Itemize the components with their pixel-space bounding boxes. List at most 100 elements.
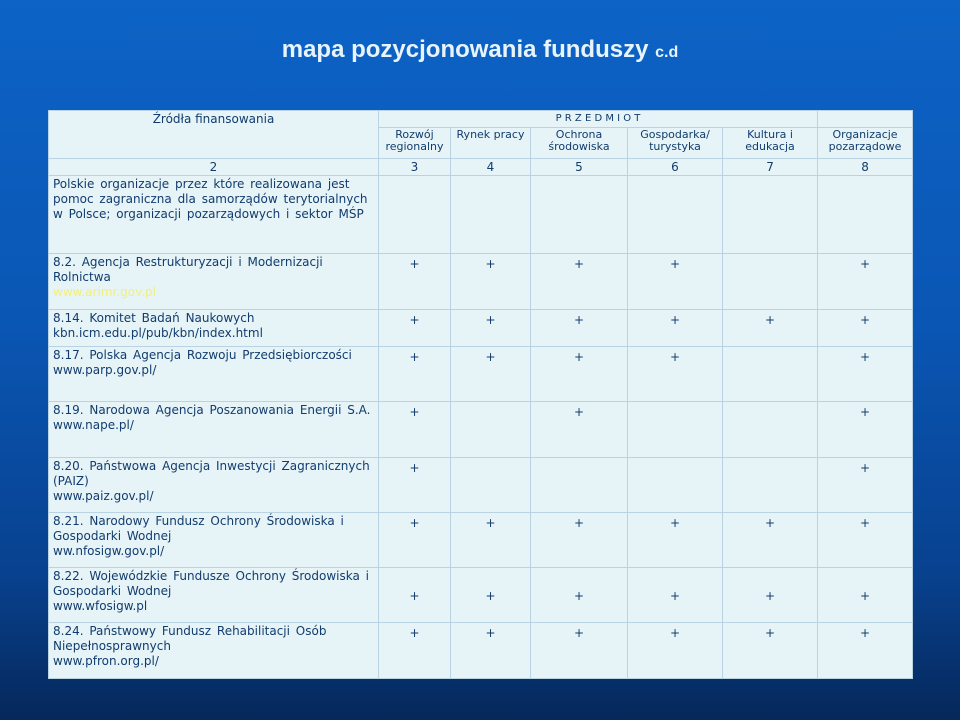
mark-cell: + [817, 253, 914, 310]
mark-cell: + [530, 309, 628, 347]
column-number: 2 [48, 158, 379, 176]
mark-cell: + [721, 309, 819, 347]
fund-cell: 8.14. Komitet Badań Naukowych kbn.icm.edu… [48, 309, 379, 347]
table-row: 8.24. Państwowy Fundusz Rehabilitacji Os… [48, 622, 914, 679]
column-header: Organizacje pozarządowe [817, 127, 914, 159]
mark-cell: + [378, 512, 451, 568]
mark-cell: + [378, 567, 451, 623]
mark-cell: + [627, 512, 723, 568]
mark-cell [721, 457, 819, 513]
mark-cell: + [817, 401, 914, 458]
mark-cell [627, 401, 723, 458]
mark-cell: + [721, 512, 819, 568]
mark-cell [450, 457, 531, 513]
mark-cell: + [378, 253, 451, 310]
mark-cell: + [721, 567, 819, 623]
mark-cell: + [627, 622, 723, 679]
mark-cell: + [721, 622, 819, 679]
fund-name: 8.19. Narodowa Agencja Poszanowania Ener… [53, 403, 371, 417]
mark-cell: + [530, 346, 628, 402]
table-row: 8.20. Państwowa Agencja Inwestycji Zagra… [48, 457, 914, 513]
table-row: 8.17. Polska Agencja Rozwoju Przedsiębio… [48, 346, 914, 402]
mark-cell [721, 253, 819, 310]
mark-cell: + [817, 309, 914, 347]
header-sources: Źródła finansowania [48, 110, 379, 159]
mark-cell: + [450, 309, 531, 347]
fund-url: ww.nfosigw.gov.pl/ [53, 544, 165, 558]
mark-cell [721, 401, 819, 458]
mark-cell [627, 457, 723, 513]
mark-cell: + [530, 567, 628, 623]
mark-cell: + [627, 253, 723, 310]
fund-cell: 8.21. Narodowy Fundusz Ochrony Środowisk… [48, 512, 379, 568]
fund-cell: 8.24. Państwowy Fundusz Rehabilitacji Os… [48, 622, 379, 679]
mark-cell: + [627, 567, 723, 623]
mark-cell [450, 401, 531, 458]
funds-table: Źródła finansowania P R Z E D M I O T Ro… [48, 110, 914, 679]
fund-name: 8.2. Agencja Restrukturyzacji i Moderniz… [53, 255, 323, 284]
mark-cell: + [450, 622, 531, 679]
column-number: 4 [450, 158, 531, 176]
intro-text: Polskie organizacje przez które realizow… [48, 175, 379, 254]
column-number: 8 [817, 158, 914, 176]
column-header: Ochrona środowiska [530, 127, 628, 159]
fund-name: 8.17. Polska Agencja Rozwoju Przedsiębio… [53, 348, 352, 362]
title-suffix: c.d [655, 44, 679, 61]
column-header: Rynek pracy [450, 127, 531, 159]
mark-cell: + [530, 622, 628, 679]
table-row: 8.14. Komitet Badań Naukowych kbn.icm.edu… [48, 309, 914, 347]
mark-cell: + [450, 253, 531, 310]
table-row: 8.22. Wojewódzkie Fundusze Ochrony Środo… [48, 567, 914, 623]
mark-cell: + [530, 253, 628, 310]
fund-cell: 8.2. Agencja Restrukturyzacji i Moderniz… [48, 253, 379, 310]
mark-cell: + [378, 622, 451, 679]
mark-cell: + [817, 512, 914, 568]
mark-cell: + [530, 401, 628, 458]
title-main: mapa pozycjonowania funduszy [281, 36, 649, 63]
header-subject: P R Z E D M I O T [377, 110, 819, 128]
mark-cell: + [378, 309, 451, 347]
column-header: Kultura i edukacja [721, 127, 819, 159]
table-row: 8.21. Narodowy Fundusz Ochrony Środowisk… [48, 512, 914, 568]
fund-cell: 8.22. Wojewódzkie Fundusze Ochrony Środo… [48, 567, 379, 623]
fund-url[interactable]: www.arimr.gov.pl [53, 285, 157, 299]
column-number: 5 [530, 158, 628, 176]
header-empty [817, 110, 914, 128]
column-number: 7 [721, 158, 819, 176]
mark-cell: + [450, 567, 531, 623]
mark-cell: + [378, 457, 451, 513]
fund-name: 8.21. Narodowy Fundusz Ochrony Środowisk… [53, 514, 344, 543]
mark-cell: + [627, 346, 723, 402]
slide-title: mapa pozycjonowania funduszy c.d [0, 36, 960, 64]
fund-url: www.wfosigw.pl [53, 599, 148, 613]
mark-cell: + [817, 457, 914, 513]
mark-cell: + [627, 309, 723, 347]
fund-url: kbn.icm.edu.pl/pub/kbn/index.html [53, 326, 263, 340]
column-number: 3 [378, 158, 451, 176]
fund-name: 8.22. Wojewódzkie Fundusze Ochrony Środo… [53, 569, 369, 598]
mark-cell: + [530, 512, 628, 568]
mark-cell: + [817, 567, 914, 623]
column-header: Gospodarka/ turystyka [627, 127, 723, 159]
mark-cell: + [378, 346, 451, 402]
mark-cell: + [450, 346, 531, 402]
mark-cell: + [378, 401, 451, 458]
fund-cell: 8.20. Państwowa Agencja Inwestycji Zagra… [48, 457, 379, 513]
fund-name: 8.14. Komitet Badań Naukowych [53, 311, 255, 325]
column-header: Rozwój regionalny [378, 127, 451, 159]
table-row: 8.2. Agencja Restrukturyzacji i Moderniz… [48, 253, 914, 310]
mark-cell: + [817, 346, 914, 402]
fund-name: 8.24. Państwowy Fundusz Rehabilitacji Os… [53, 624, 327, 653]
mark-cell [530, 457, 628, 513]
fund-cell: 8.17. Polska Agencja Rozwoju Przedsiębio… [48, 346, 379, 402]
fund-cell: 8.19. Narodowa Agencja Poszanowania Ener… [48, 401, 379, 458]
fund-name: 8.20. Państwowa Agencja Inwestycji Zagra… [53, 459, 370, 488]
table-row: 8.19. Narodowa Agencja Poszanowania Ener… [48, 401, 914, 458]
fund-url: www.parp.gov.pl/ [53, 363, 157, 377]
fund-url: www.paiz.gov.pl/ [53, 489, 154, 503]
mark-cell: + [817, 622, 914, 679]
mark-cell: + [450, 512, 531, 568]
mark-cell [721, 346, 819, 402]
fund-url: www.pfron.org.pl/ [53, 654, 159, 668]
fund-url: www.nape.pl/ [53, 418, 134, 432]
